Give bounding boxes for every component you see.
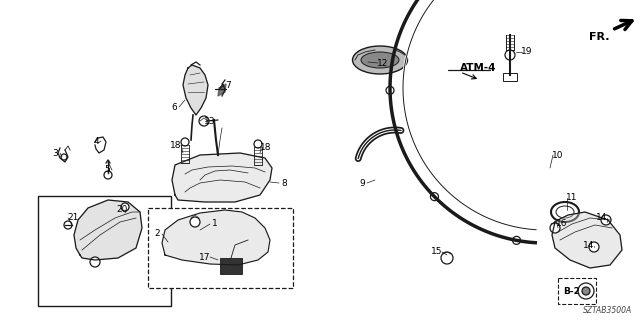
Text: 6: 6 bbox=[171, 102, 177, 111]
Circle shape bbox=[61, 154, 67, 160]
Circle shape bbox=[601, 215, 611, 225]
Text: 3: 3 bbox=[52, 148, 58, 157]
Polygon shape bbox=[74, 200, 142, 260]
Text: 7: 7 bbox=[225, 82, 231, 91]
Circle shape bbox=[190, 217, 200, 227]
Circle shape bbox=[505, 50, 515, 60]
Bar bbox=[220, 258, 242, 274]
Bar bbox=[558, 278, 596, 304]
Circle shape bbox=[90, 257, 100, 267]
Circle shape bbox=[589, 242, 599, 252]
Text: 14: 14 bbox=[583, 242, 595, 251]
Polygon shape bbox=[183, 65, 208, 115]
Text: 11: 11 bbox=[566, 194, 578, 203]
Circle shape bbox=[104, 171, 112, 179]
Text: 4: 4 bbox=[93, 137, 99, 146]
Text: 9: 9 bbox=[359, 179, 365, 188]
Circle shape bbox=[386, 86, 394, 94]
Circle shape bbox=[121, 203, 129, 211]
Text: B-2: B-2 bbox=[563, 286, 580, 295]
Bar bbox=[503, 73, 517, 81]
Ellipse shape bbox=[361, 52, 399, 68]
Text: 2: 2 bbox=[154, 229, 160, 238]
Text: 8: 8 bbox=[281, 179, 287, 188]
Text: 19: 19 bbox=[521, 47, 532, 57]
Circle shape bbox=[578, 283, 594, 299]
Text: 12: 12 bbox=[378, 59, 388, 68]
Circle shape bbox=[431, 193, 438, 201]
Text: 15: 15 bbox=[431, 247, 443, 257]
Text: ATM-4: ATM-4 bbox=[460, 63, 497, 73]
Polygon shape bbox=[218, 84, 226, 96]
Bar bbox=[148, 208, 293, 288]
Polygon shape bbox=[162, 210, 270, 265]
Text: 20: 20 bbox=[116, 205, 128, 214]
Polygon shape bbox=[172, 153, 272, 202]
Circle shape bbox=[550, 223, 560, 233]
Circle shape bbox=[199, 116, 209, 126]
Text: 14: 14 bbox=[596, 213, 608, 222]
Circle shape bbox=[441, 252, 453, 264]
Circle shape bbox=[181, 138, 189, 146]
Text: 18: 18 bbox=[260, 143, 272, 153]
Text: FR.: FR. bbox=[589, 32, 610, 42]
Circle shape bbox=[513, 236, 520, 244]
Text: 18: 18 bbox=[170, 140, 182, 149]
Bar bbox=[38, 196, 171, 306]
Text: 10: 10 bbox=[552, 150, 564, 159]
Text: SZTAB3500A: SZTAB3500A bbox=[583, 306, 632, 315]
Text: 21: 21 bbox=[67, 213, 79, 222]
Text: 13: 13 bbox=[204, 116, 216, 125]
Polygon shape bbox=[552, 212, 622, 268]
Circle shape bbox=[64, 221, 72, 229]
Circle shape bbox=[254, 140, 262, 148]
Ellipse shape bbox=[353, 46, 408, 74]
Text: 1: 1 bbox=[212, 220, 218, 228]
Text: 16: 16 bbox=[556, 220, 568, 228]
Text: 5: 5 bbox=[104, 165, 110, 174]
Text: 17: 17 bbox=[199, 252, 211, 261]
Circle shape bbox=[582, 287, 590, 295]
